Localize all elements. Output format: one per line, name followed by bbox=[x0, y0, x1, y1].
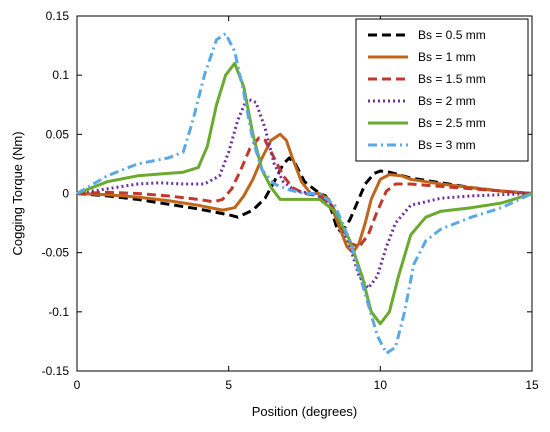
series-line-6 bbox=[76, 32, 533, 355]
legend-label-2: Bs = 1 mm bbox=[418, 50, 476, 64]
y-tick-label: -0.05 bbox=[42, 246, 70, 260]
y-tick-label: -0.1 bbox=[48, 305, 69, 319]
y-tick-label: 0.15 bbox=[46, 9, 70, 23]
series-line-5 bbox=[76, 61, 533, 326]
y-axis-title: Cogging Torque (Nm) bbox=[10, 131, 25, 255]
y-tick-label: -0.15 bbox=[42, 364, 70, 378]
series-line-3 bbox=[76, 136, 533, 249]
legend-label-3: Bs = 1.5 mm bbox=[418, 72, 486, 86]
x-axis-title: Position (degrees) bbox=[252, 404, 358, 419]
x-tick-label: 5 bbox=[225, 378, 232, 392]
legend-label-4: Bs = 2 mm bbox=[418, 94, 476, 108]
legend-label-6: Bs = 3 mm bbox=[418, 138, 476, 152]
y-tick-label: 0 bbox=[62, 187, 69, 201]
legend-box bbox=[355, 18, 529, 162]
series-lines bbox=[76, 32, 533, 355]
x-tick-label: 0 bbox=[74, 378, 81, 392]
legend-label-1: Bs = 0.5 mm bbox=[418, 28, 486, 42]
legend-label-5: Bs = 2.5 mm bbox=[418, 116, 486, 130]
x-tick-label: 15 bbox=[525, 378, 539, 392]
x-tick-label: 10 bbox=[374, 378, 388, 392]
y-tick-label: 0.1 bbox=[52, 68, 69, 82]
legend: Bs = 0.5 mm Bs = 1 mm Bs = 1.5 mm Bs = 2 mm… bbox=[355, 18, 529, 162]
y-tick-label: 0.05 bbox=[46, 127, 70, 141]
axis-tick-labels: 0.15 0.1 0.05 0 -0.05 -0.1 -0.15 0 5 10 15 bbox=[42, 9, 539, 392]
